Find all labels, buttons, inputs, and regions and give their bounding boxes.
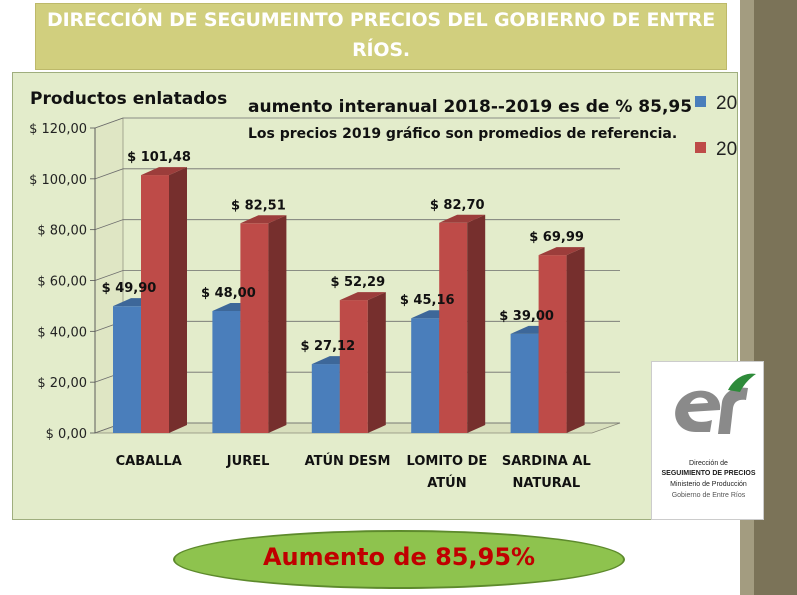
bar-top <box>240 215 287 224</box>
chart-subtitle-2: Los precios 2019 gráfico son promedios d… <box>248 126 677 142</box>
legend-label: 2019 <box>716 139 738 160</box>
logo-line-3: Ministerio de Producción <box>670 481 747 488</box>
chart-title: Productos enlatados <box>30 89 227 109</box>
bar-front <box>141 175 169 433</box>
bar-front <box>212 311 241 433</box>
bar-side <box>566 247 585 433</box>
header-box <box>35 3 727 70</box>
gridline <box>94 117 620 129</box>
data-label-2019: $ 82,70 <box>430 198 485 213</box>
bar-side <box>467 214 486 433</box>
data-label-2018: $ 48,00 <box>201 286 256 301</box>
data-label-2019: $ 82,51 <box>231 198 286 213</box>
chart-subtitle-1: aumento interanual 2018--2019 es de % 85… <box>248 97 692 117</box>
data-label-2018: $ 27,12 <box>300 339 355 354</box>
legend-swatch <box>695 142 706 153</box>
logo-line-1: Dirección de <box>689 460 728 467</box>
x-category-label: ATÚN DESM <box>305 453 391 469</box>
x-category-label: JUREL <box>226 454 270 469</box>
bar-front <box>113 306 141 433</box>
er-logo-icon <box>675 373 756 434</box>
bar-front <box>439 222 468 433</box>
bar-top <box>339 292 386 301</box>
x-category-label: SARDINA AL NATURAL <box>502 454 591 491</box>
logo: Dirección de SEGUIMIENTO DE PRECIOS Mini… <box>651 361 764 520</box>
data-label-2018: $ 49,90 <box>102 281 157 296</box>
banner-oval <box>173 530 625 589</box>
data-label-2018: $ 45,16 <box>400 293 455 308</box>
bar-side <box>367 292 386 433</box>
y-tick-label: $ 60,00 <box>37 275 87 290</box>
y-tick-label: $ 40,00 <box>37 325 87 340</box>
logo-line-2: SEGUIMIENTO DE PRECIOS <box>661 470 756 477</box>
bar-top <box>439 214 486 223</box>
y-tick-label: $ 0,00 <box>46 427 87 442</box>
bar-front <box>311 364 340 433</box>
bar-side <box>169 167 187 433</box>
banner-text: Aumento de 85,95% <box>262 543 536 571</box>
data-label-2019: $ 52,29 <box>330 275 385 290</box>
bar-front <box>538 255 567 433</box>
logo-line-4: Gobierno de Entre Ríos <box>671 492 746 499</box>
bar-front <box>240 223 269 433</box>
y-tick-label: $ 120,00 <box>29 122 87 137</box>
data-label-2019: $ 101,48 <box>127 150 191 165</box>
bar-top <box>141 167 187 176</box>
bar-side <box>268 215 287 433</box>
chart-area: $ 0,00 $ 20,00 $ 40,00 $ 60,00 $ 80,00 $ 100,… <box>29 89 738 491</box>
page-title: DIRECCIÓN DE SEGUMEINTO PRECIOS DEL GOBI… <box>47 9 715 61</box>
legend-swatch <box>695 96 706 107</box>
bar-top <box>538 247 585 256</box>
data-label-2018: $ 39,00 <box>499 309 554 324</box>
y-tick-label: $ 100,00 <box>29 173 87 188</box>
y-tick-label: $ 80,00 <box>37 224 87 239</box>
bar-front <box>339 300 368 433</box>
bar-front <box>510 333 539 433</box>
y-tick-label: $ 20,00 <box>37 376 87 391</box>
chart-frame <box>12 72 738 520</box>
data-label-2019: $ 69,99 <box>529 230 584 245</box>
x-category-label: CABALLA <box>116 454 182 469</box>
x-category-label: LOMITO DE ATÚN <box>407 454 488 491</box>
gridline <box>94 168 620 180</box>
bar-front <box>411 318 440 433</box>
legend-label: 2018 <box>716 93 738 114</box>
